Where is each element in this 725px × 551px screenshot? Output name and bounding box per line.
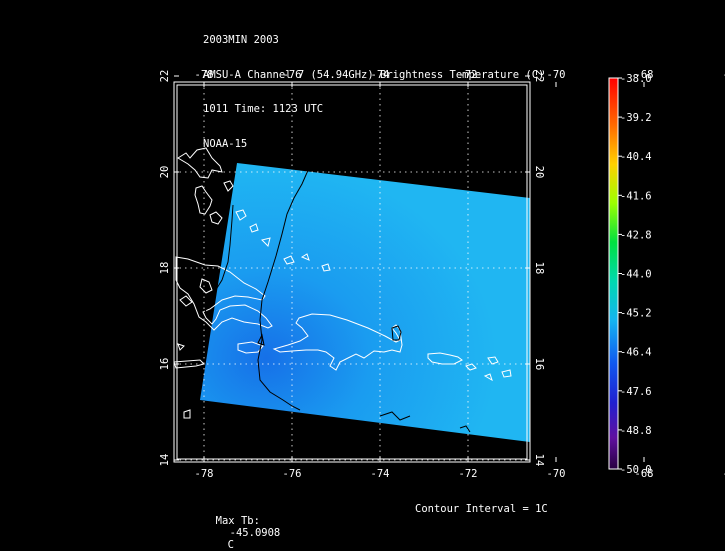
colorbar-label: -46.4 <box>620 347 652 359</box>
contour-interval: Contour Interval = 1C <box>415 503 548 515</box>
lon-label-bottom: -76 <box>283 468 302 480</box>
lon-label-bottom: -70 <box>547 468 566 480</box>
map-frame-outer <box>173 81 531 463</box>
contour-lines <box>204 167 471 433</box>
longitude-labels-top: -78-76-74-72-70-68-66-64 <box>195 69 725 81</box>
colorbar-label: -38.0 <box>620 73 652 85</box>
header-line-4: NOAA-15 <box>203 137 248 150</box>
lat-label-right: 22 <box>533 70 545 83</box>
colorbar-label: -41.6 <box>620 190 652 202</box>
lat-label-left: 22 <box>159 70 171 83</box>
latitude-labels-right: 1416182022242628 <box>533 70 545 467</box>
colorbar-labels: -38.0 -39.2 -40.4 -41.6 -42.8 -44.0 -45.2 -46.4… <box>618 73 652 476</box>
lon-label-bottom: -78 <box>195 468 214 480</box>
lat-label-left: 16 <box>159 358 171 371</box>
header-line-1: 2003MIN 2003 <box>203 34 279 46</box>
colorbar-label: -40.4 <box>620 151 652 163</box>
longitude-labels-bottom: -78-76-74-72-70-68-66-64 <box>195 468 725 480</box>
colorbar-label: -44.0 <box>620 269 652 281</box>
lon-label-top: -68 <box>635 69 654 81</box>
max-tb-unit: C <box>227 539 234 551</box>
lon-label-top: -72 <box>459 69 478 81</box>
lon-label-top: -78 <box>195 69 214 81</box>
lat-label-left: 14 <box>159 454 171 467</box>
colorbar-label: -45.2 <box>620 308 652 320</box>
satellite-swath <box>200 163 530 442</box>
map-overlays <box>174 82 530 462</box>
coastlines <box>174 147 512 419</box>
lon-label-bottom: -68 <box>635 468 654 480</box>
colorbar-label: -50.0 <box>620 464 652 476</box>
lat-label-right: 18 <box>533 262 545 275</box>
lon-label-bottom: -74 <box>371 468 390 480</box>
lat-label-left: 20 <box>159 166 171 179</box>
colorbar-label: -42.8 <box>620 229 652 241</box>
lon-label-bottom: -66 <box>723 468 725 480</box>
header-line-3: 1011 Time: 1123 UTC <box>203 103 324 115</box>
lat-label-right: 20 <box>533 166 545 179</box>
lat-label-left: 18 <box>159 262 171 275</box>
colorbar-box <box>608 77 619 470</box>
header-line-2: AMSU-A Channel 7 (54.94GHz) Brightness T… <box>203 68 545 81</box>
max-tb-value: -45.0908 <box>229 527 281 539</box>
lon-label-bottom: -72 <box>459 468 478 480</box>
lon-label-top: -70 <box>547 69 566 81</box>
map-frame-inner <box>176 84 528 460</box>
colorbar-label: -48.8 <box>620 425 652 437</box>
colorbar-label: -39.2 <box>620 112 652 124</box>
lon-label-top: -74 <box>371 69 390 81</box>
lat-label-right: 16 <box>533 358 545 371</box>
lon-label-top: -76 <box>283 69 302 81</box>
lon-label-top: -66 <box>723 69 725 81</box>
plot-header: 2003MIN 2003 AMSU-A Channel 7 (54.94GHz)… <box>203 12 544 162</box>
max-tb-label: Max Tb: <box>215 515 260 527</box>
lat-label-right: 14 <box>533 454 545 467</box>
latitude-labels-left: 1416182022242628 <box>159 70 171 467</box>
colorbar-label: -47.6 <box>620 386 652 398</box>
max-tb-readout: Max Tb: -45.0908 C <box>203 503 281 551</box>
